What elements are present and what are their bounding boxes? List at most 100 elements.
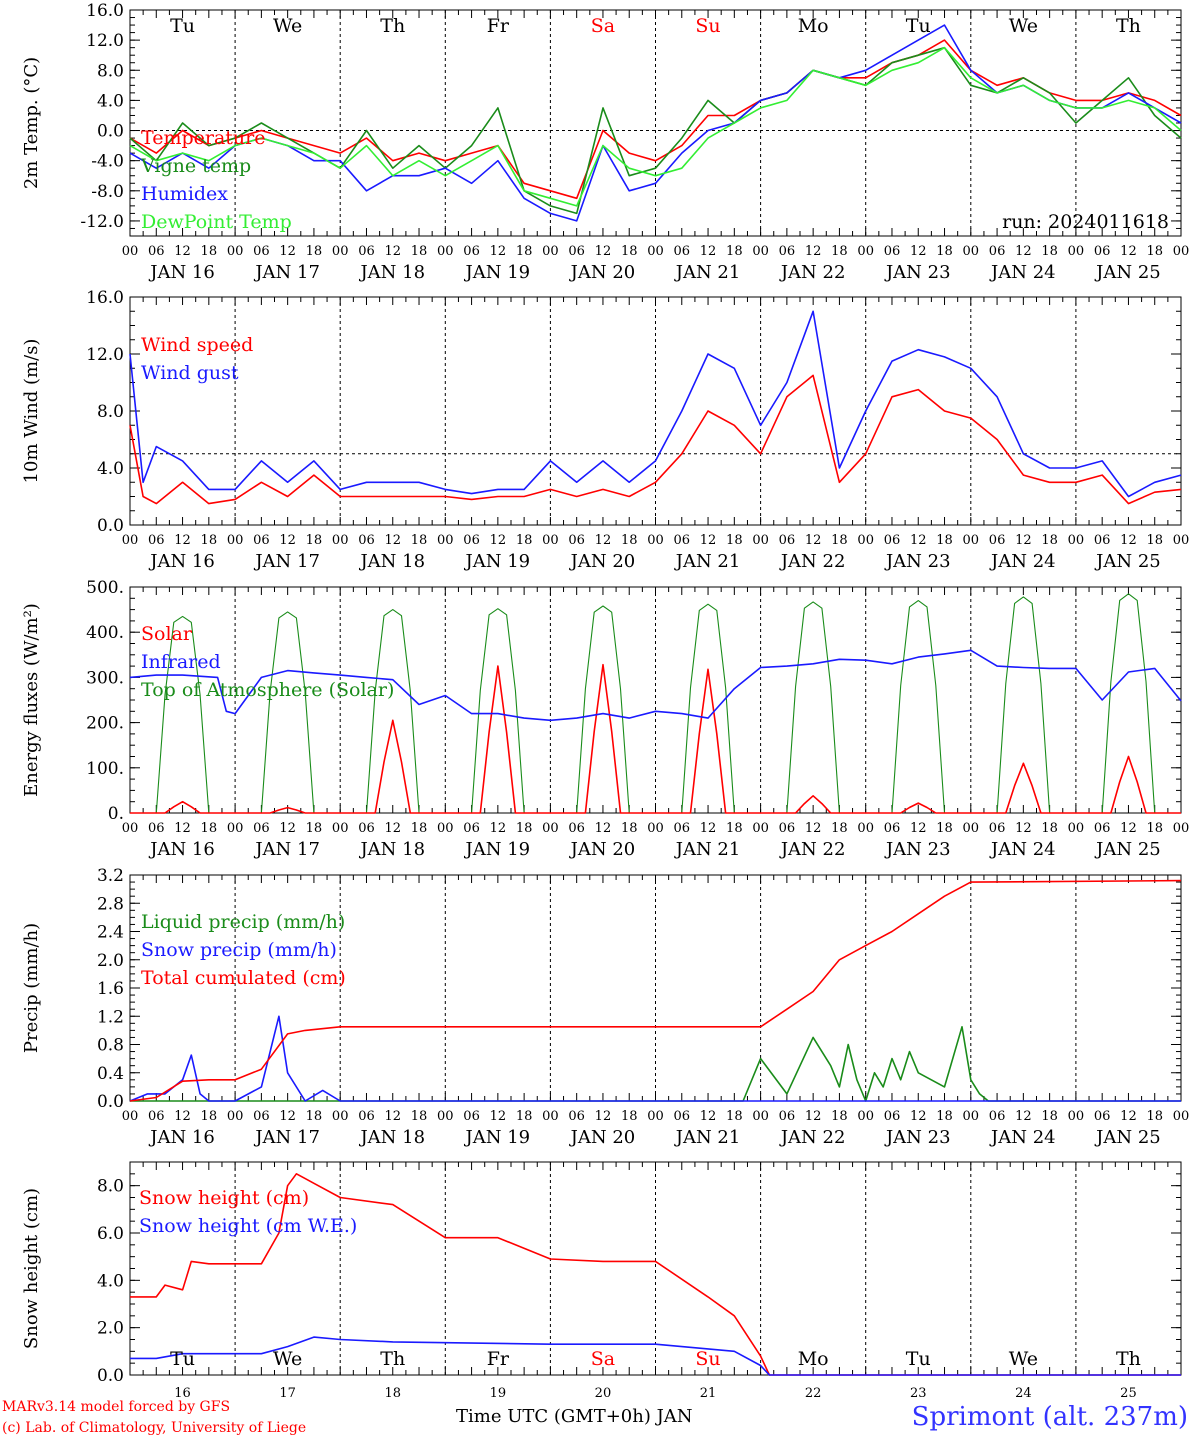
hour-tick-label: 12 [384,821,401,836]
hour-tick-label: 18 [621,1109,638,1124]
hour-tick-label: 18 [1041,244,1058,259]
day-name: Tu [170,1348,195,1370]
hour-tick-label: 18 [726,533,743,548]
day-name: Fr [487,15,510,37]
toa-solar-line [576,605,630,814]
hour-tick-label: 12 [1120,244,1137,259]
hour-tick-label: 18 [936,821,953,836]
hour-tick-label: 00 [227,244,244,259]
y-tick-label: 6.0 [97,1224,124,1244]
hour-tick-label: 06 [568,533,585,548]
hour-tick-label: 18 [1146,533,1163,548]
hour-tick-label: 00 [1068,1109,1085,1124]
toa-solar-line [786,601,840,814]
y-axis-label: Precip (mm/h) [21,923,42,1053]
date-label: JAN 19 [464,551,531,572]
legend-entry: Snow precip (mm/h) [141,939,337,961]
date-label: JAN 24 [989,1127,1056,1148]
day-name: We [273,15,302,37]
hour-tick-label: 18 [306,244,323,259]
hour-tick-label: 18 [306,1109,323,1124]
y-axis-label: Snow height (cm) [21,1188,42,1349]
hour-tick-label: 18 [936,244,953,259]
day-number: 19 [490,1386,507,1401]
hour-tick-label: 06 [779,1109,796,1124]
hour-tick-label: 12 [910,244,927,259]
hour-tick-label: 06 [989,1109,1006,1124]
hour-tick-label: 18 [936,1109,953,1124]
legend-entry: Wind gust [141,362,239,384]
date-label: JAN 22 [779,262,846,283]
hour-tick-label: 00 [857,821,874,836]
y-tick-label: 500. [86,578,124,598]
hour-tick-label: 06 [568,244,585,259]
date-label: JAN 17 [253,1127,320,1148]
date-label: JAN 23 [884,1127,951,1148]
series-line-red [129,374,1182,505]
hour-tick-label: 18 [726,244,743,259]
day-name: Fr [487,1348,510,1370]
hour-tick-label: 06 [1094,533,1111,548]
hour-tick-label: 06 [989,533,1006,548]
hour-tick-label: 00 [963,821,980,836]
date-label: JAN 20 [569,551,636,572]
day-name: We [273,1348,302,1370]
hour-tick-label: 06 [989,244,1006,259]
series-line-red [129,879,1182,1102]
hour-tick-label: 12 [1015,821,1032,836]
hour-tick-label: 06 [463,821,480,836]
hour-tick-label: 12 [595,533,612,548]
hour-tick-label: 00 [963,533,980,548]
hour-tick-label: 12 [490,533,507,548]
day-number: 23 [910,1386,927,1401]
hour-tick-label: 18 [201,1109,218,1124]
date-label: JAN 24 [989,262,1056,283]
hour-tick-label: 00 [122,533,139,548]
day-number: 18 [384,1386,401,1401]
hour-tick-label: 06 [358,533,375,548]
series-line-lightgreen [129,46,1182,207]
hour-tick-label: 18 [831,533,848,548]
hour-tick-label: 06 [884,821,901,836]
day-number: 20 [595,1386,612,1401]
hour-tick-label: 12 [384,1109,401,1124]
y-tick-label: 0.0 [97,122,124,142]
day-name: Th [380,1348,405,1370]
hour-tick-label: 06 [674,821,691,836]
hour-tick-label: 06 [674,533,691,548]
y-tick-label: 2.4 [97,923,124,943]
y-axis-label: 2m Temp. (°C) [21,57,42,189]
legend-entry: Temperature [141,127,265,149]
hour-tick-label: 00 [1068,821,1085,836]
hour-tick-label: 12 [279,244,296,259]
y-axis-label: Energy fluxes (W/m²) [21,603,42,797]
date-label: JAN 22 [779,1127,846,1148]
hour-tick-label: 00 [1173,533,1190,548]
hour-tick-label: 12 [595,821,612,836]
hour-tick-label: 06 [358,1109,375,1124]
hour-tick-label: 06 [148,821,165,836]
hour-tick-label: 18 [201,533,218,548]
y-axis-label: 10m Wind (m/s) [21,339,42,484]
legend-entry: DewPoint Temp [141,211,292,233]
hour-tick-label: 12 [805,821,822,836]
hour-tick-label: 00 [122,1109,139,1124]
run-label: run: 2024011618 [1002,211,1169,233]
hour-tick-label: 00 [1173,244,1190,259]
day-name: Sa [591,15,615,37]
hour-tick-label: 12 [700,1109,717,1124]
hour-tick-label: 18 [831,244,848,259]
date-label: JAN 25 [1094,551,1161,572]
hour-tick-label: 18 [831,1109,848,1124]
hour-tick-label: 06 [358,244,375,259]
legend-entry: Top of Atmosphere (Solar) [141,679,394,701]
hour-tick-label: 12 [805,244,822,259]
hour-tick-label: 18 [1041,821,1058,836]
day-name: Sa [591,1348,615,1370]
hour-tick-label: 12 [1015,244,1032,259]
hour-tick-label: 06 [568,821,585,836]
hour-tick-label: 18 [1041,533,1058,548]
y-tick-label: 1.6 [97,979,124,999]
hour-tick-label: 18 [516,244,533,259]
legend-entry: Solar [141,623,193,645]
